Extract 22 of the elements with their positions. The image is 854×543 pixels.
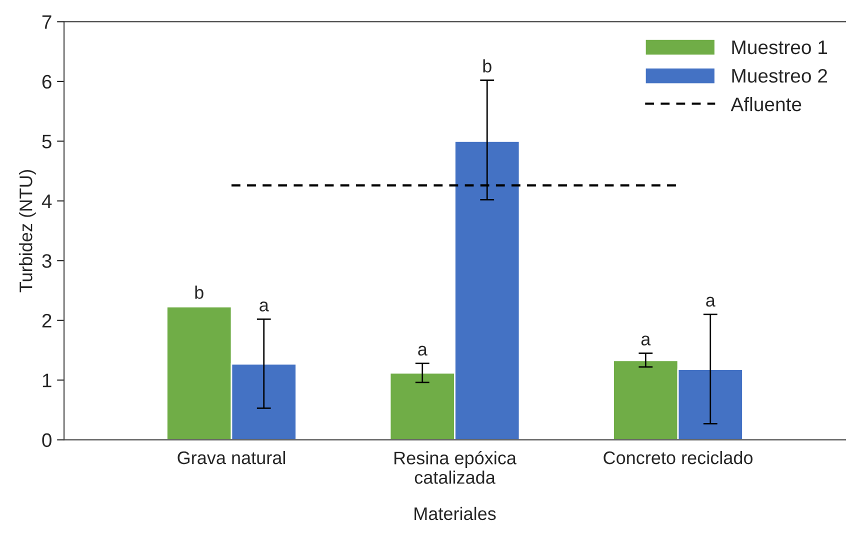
y-tick-label: 1 — [42, 374, 52, 388]
annotation: b — [483, 59, 492, 73]
legend-label: Muestreo 2 — [732, 68, 827, 83]
x-axis-title: Materiales — [414, 506, 496, 520]
y-axis-title: Turbidez (NTU) — [19, 170, 36, 292]
legend-label: Muestreo 1 — [732, 40, 828, 54]
legend-label: Afluente — [730, 96, 802, 112]
y-tick-label: 2 — [42, 314, 52, 328]
x-tick-label: Concreto reciclado — [604, 450, 753, 464]
y-tick-label: 4 — [42, 194, 52, 208]
y-tick-label: 5 — [42, 134, 52, 148]
annotation: a — [706, 296, 716, 307]
annotation: a — [418, 346, 428, 356]
y-tick-label: 3 — [42, 254, 52, 268]
y-tick-label: 0 — [42, 433, 52, 448]
y-tick-label: 7 — [42, 15, 52, 29]
annotation: b — [195, 286, 204, 299]
x-tick-label: Grava natural — [178, 450, 285, 464]
annotation: a — [260, 302, 269, 312]
annotation: a — [641, 336, 651, 346]
y-tick-label: 6 — [42, 74, 52, 89]
x-tick-label: Resina epóxica catalizada — [394, 450, 516, 484]
